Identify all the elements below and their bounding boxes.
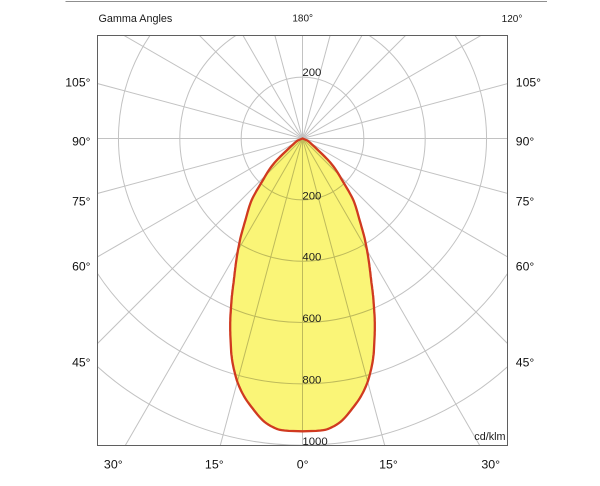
svg-text:90°: 90° (516, 135, 535, 149)
svg-text:45°: 45° (72, 356, 91, 370)
svg-text:120°: 120° (502, 14, 523, 25)
svg-text:45°: 45° (516, 356, 535, 370)
svg-text:60°: 60° (72, 260, 91, 274)
svg-text:30°: 30° (104, 457, 123, 471)
svg-text:60°: 60° (516, 260, 535, 274)
svg-text:200: 200 (302, 67, 321, 79)
svg-text:75°: 75° (516, 195, 535, 209)
svg-text:15°: 15° (379, 457, 398, 471)
svg-text:180°: 180° (292, 13, 313, 24)
svg-text:cd/klm: cd/klm (474, 431, 505, 443)
svg-text:Gamma Angles: Gamma Angles (99, 13, 173, 25)
svg-text:105°: 105° (516, 76, 541, 90)
svg-text:75°: 75° (72, 195, 91, 209)
svg-text:105°: 105° (65, 76, 90, 90)
svg-text:30°: 30° (481, 457, 500, 471)
svg-text:400: 400 (302, 252, 321, 264)
svg-text:90°: 90° (72, 135, 91, 149)
svg-text:1000: 1000 (302, 436, 327, 448)
svg-text:800: 800 (302, 374, 321, 386)
svg-text:15°: 15° (205, 457, 224, 471)
svg-text:600: 600 (302, 313, 321, 325)
svg-text:200: 200 (302, 190, 321, 202)
svg-text:0°: 0° (297, 457, 309, 471)
